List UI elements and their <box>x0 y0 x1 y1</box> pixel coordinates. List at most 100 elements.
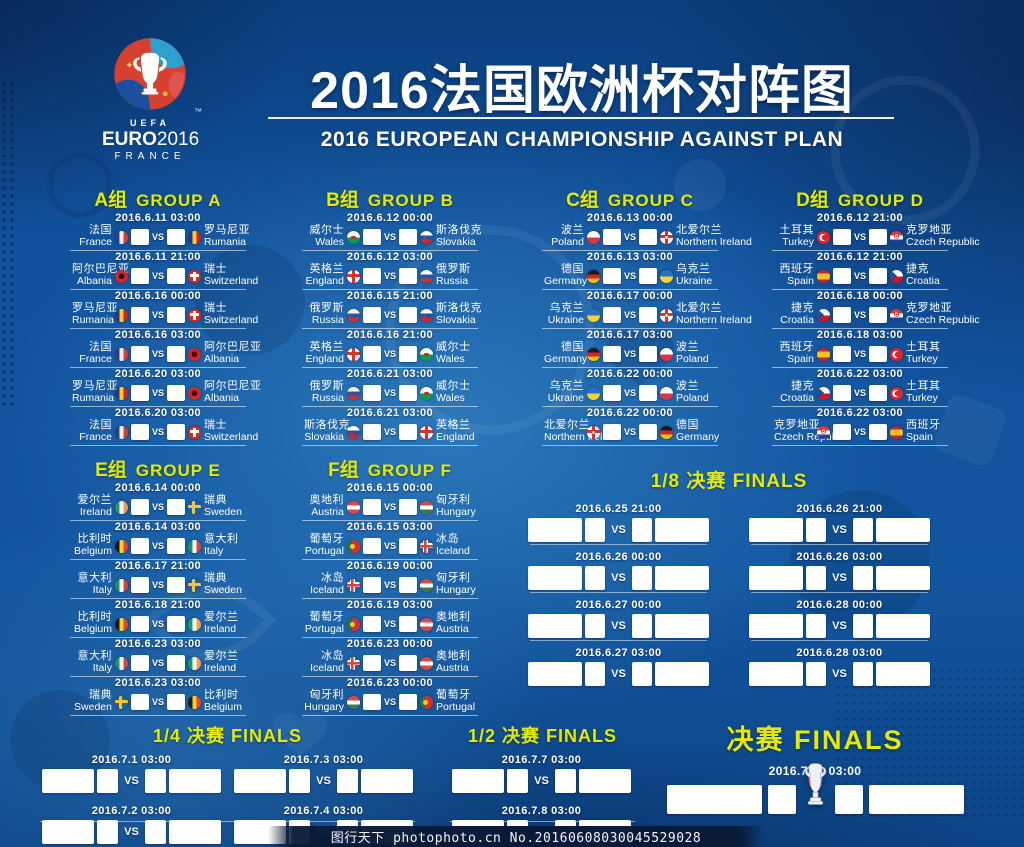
match-date: 2016.6.18 21:00 <box>114 599 202 611</box>
group-match: 2016.6.21 03:00 斯洛伐克 Slovakia VS 英格兰 England <box>302 407 478 446</box>
team-slot-box <box>234 769 287 793</box>
team-name-en: Wales <box>436 353 465 366</box>
team-name-en: Ireland <box>204 662 237 675</box>
quarter-final-match: 2016.7.1 03:00 VS <box>42 754 221 796</box>
group-title: F组 GROUP F <box>302 455 478 481</box>
home-score-box <box>130 499 149 515</box>
away-score-box <box>639 346 657 362</box>
vs-label: VS <box>832 668 847 680</box>
team-name-cn: 爱尔兰 <box>204 611 239 624</box>
vs-label: VS <box>832 620 847 632</box>
team-slot-box <box>528 662 583 686</box>
home-score-box <box>130 385 149 401</box>
vs-label: VS <box>623 427 636 437</box>
poland-flag-icon <box>660 347 673 361</box>
team-name-cn: 葡萄牙 <box>309 533 344 546</box>
match-row: 阿尔巴尼亚 Albania VS 瑞士 Switzerland <box>70 264 258 288</box>
match-row: 捷克 Croatia VS 克罗地亚 Czech Republic <box>772 303 979 327</box>
vs-label: VS <box>623 388 636 398</box>
home-score-box <box>362 307 381 323</box>
team-name-en: Albania <box>204 392 240 405</box>
away-score-box <box>639 307 657 323</box>
vs-label: VS <box>611 668 626 680</box>
team-name-en: Rumania <box>204 236 247 249</box>
match-date: 2016.7.4 03:00 <box>283 805 364 817</box>
slot-row: VS <box>749 518 930 542</box>
home-team: 波兰 Poland <box>544 224 584 249</box>
match-row: 俄罗斯 Russia VS 威尔士 Wales <box>302 381 478 405</box>
group-name-cn: A组 <box>94 190 128 211</box>
match-date: 2016.6.21 03:00 <box>346 368 434 380</box>
match-row: 冰岛 Iceland VS 匈牙利 Hungary <box>302 573 478 597</box>
home-team: 法国 France <box>72 420 112 444</box>
match-date: 2016.6.23 03:00 <box>114 638 202 650</box>
team-name-cn: 乌克兰 <box>676 263 711 276</box>
match-row: 瑞典 Sweden VS 比利时 Belgium <box>70 690 246 714</box>
home-score-box <box>362 229 381 245</box>
away-score-box <box>167 655 185 671</box>
team-slot-box <box>654 518 709 542</box>
match-date: 2016.6.11 21:00 <box>115 251 201 263</box>
match-date: 2016.6.22 03:00 <box>816 368 904 380</box>
away-team: 波兰 Poland <box>676 342 716 366</box>
team-name-cn: 阿尔巴尼亚 <box>204 380 262 393</box>
group-match: 2016.6.18 00:00 捷克 Croatia VS 克罗地亚 Czech Repu… <box>772 290 980 329</box>
austria-flag-icon <box>420 656 433 670</box>
france-flag-icon <box>114 425 128 439</box>
home-team: 意大利 Italy <box>72 573 112 597</box>
team-name-en: Portugal <box>304 545 344 558</box>
team-name-en: Belgium <box>204 701 242 714</box>
away-score-box <box>869 424 887 440</box>
team-name-cn: 匈牙利 <box>309 689 344 702</box>
group-name-cn: F组 <box>328 460 359 481</box>
vs-label: VS <box>151 502 164 512</box>
away-team: 葡萄牙 Portugal <box>436 690 476 714</box>
home-score-box <box>130 268 149 284</box>
home-score-box <box>362 499 381 515</box>
team-name-en: France <box>79 431 112 444</box>
home-team: 法国 France <box>72 225 112 249</box>
away-team: 波兰 Poland <box>676 381 716 405</box>
away-team: 比利时 Belgium <box>204 690 244 714</box>
match-date: 2016.6.19 00:00 <box>346 560 434 572</box>
slot-row: VS <box>749 614 930 638</box>
score-slot-box <box>852 614 873 638</box>
team-name-cn: 乌克兰 <box>549 380 584 393</box>
logo-euro-word: EURO <box>102 129 157 150</box>
match-date: 2016.7.8 03:00 <box>501 805 582 817</box>
team-name-en: Belgium <box>74 545 112 558</box>
home-team: 土耳其 Turkey <box>774 225 814 249</box>
group-title: E组 GROUP E <box>70 455 246 481</box>
team-slot-box <box>654 566 709 590</box>
match-row: 土耳其 Turkey VS 克罗地亚 Czech Republic <box>772 225 979 249</box>
team-name-cn: 威尔士 <box>309 224 344 237</box>
turkey-flag-icon <box>890 386 903 400</box>
group-b: B组 GROUP B 2016.6.12 00:00 威尔士 Wales VS 斯洛伐克 Sl… <box>302 185 482 446</box>
team-name-cn: 波兰 <box>560 224 584 237</box>
team-name-en: Poland <box>676 392 709 405</box>
halftone-dots-left <box>0 80 16 410</box>
score-slot-box <box>631 614 652 638</box>
away-score-box <box>399 538 417 554</box>
iceland-flag-icon <box>346 656 360 670</box>
match-row: 爱尔兰 Ireland VS 瑞典 Sweden <box>70 495 246 519</box>
group-name-en: GROUP D <box>837 191 924 210</box>
croatia-flag-icon <box>890 308 903 322</box>
home-team: 匈牙利 Hungary <box>304 689 344 714</box>
romania-flag-icon <box>114 308 128 322</box>
group-match: 2016.6.21 03:00 俄罗斯 Russia VS 威尔士 Wales <box>302 368 478 407</box>
team-name-cn: 瑞士 <box>204 419 227 432</box>
slovakia-flag-icon <box>420 308 433 322</box>
away-team: 奥地利 Austria <box>436 612 476 636</box>
match-date: 2016.6.16 21:00 <box>346 329 434 341</box>
team-name-en: Northern Ireland <box>676 314 752 327</box>
home-score-box <box>362 268 381 284</box>
team-slot-box <box>168 769 221 793</box>
home-team: 捷克 Croatia <box>774 303 814 327</box>
albania-flag-icon <box>114 269 128 283</box>
team-name-cn: 斯洛伐克 <box>303 419 350 432</box>
turkey-flag-icon <box>816 230 830 244</box>
group-match: 2016.6.12 21:00 土耳其 Turkey VS 克罗地亚 Czech Repu… <box>772 212 980 251</box>
england-flag-icon <box>346 269 360 283</box>
match-date: 2016.6.18 00:00 <box>816 290 904 302</box>
